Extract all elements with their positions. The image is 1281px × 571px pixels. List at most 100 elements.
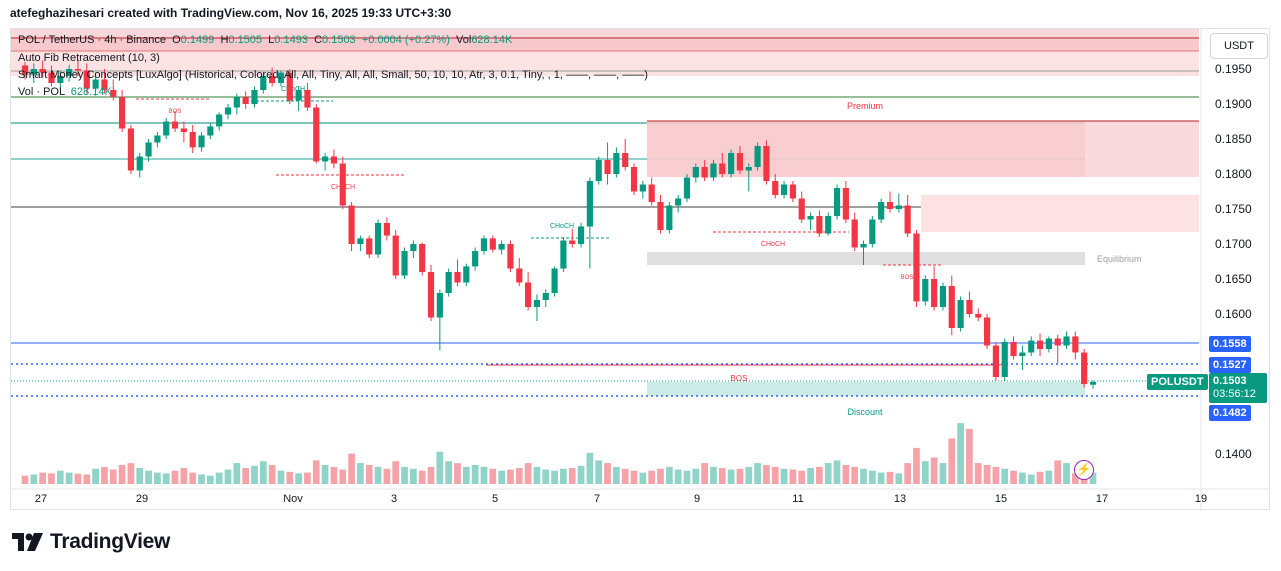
candle-body[interactable] bbox=[498, 244, 505, 250]
candle-body[interactable] bbox=[216, 114, 223, 127]
candle-body[interactable] bbox=[542, 293, 549, 300]
candle-body[interactable] bbox=[127, 128, 135, 171]
candle-body[interactable] bbox=[304, 90, 311, 108]
candle-body[interactable] bbox=[975, 314, 982, 318]
candle-body[interactable] bbox=[269, 76, 276, 83]
candle-body[interactable] bbox=[436, 293, 443, 318]
candle-body[interactable] bbox=[895, 205, 902, 210]
candle-body[interactable] bbox=[675, 198, 682, 206]
candle-body[interactable] bbox=[1054, 338, 1061, 346]
candle-body[interactable] bbox=[83, 70, 90, 89]
candle-body[interactable] bbox=[683, 177, 691, 199]
candle-body[interactable] bbox=[807, 216, 814, 220]
candle-body[interactable] bbox=[816, 216, 823, 234]
candle-body[interactable] bbox=[692, 167, 699, 178]
candle-body[interactable] bbox=[410, 244, 417, 251]
candle-body[interactable] bbox=[939, 286, 947, 307]
candle-body[interactable] bbox=[136, 156, 143, 171]
candle-body[interactable] bbox=[1063, 336, 1070, 346]
candle-body[interactable] bbox=[622, 153, 629, 167]
candle-body[interactable] bbox=[277, 72, 285, 84]
candle-body[interactable] bbox=[1045, 338, 1052, 350]
candle-body[interactable] bbox=[1081, 352, 1088, 385]
candle-body[interactable] bbox=[30, 69, 37, 75]
candle-body[interactable] bbox=[525, 282, 532, 308]
candle-body[interactable] bbox=[242, 97, 249, 104]
candle-body[interactable] bbox=[931, 279, 938, 307]
candle-body[interactable] bbox=[736, 153, 744, 171]
candle-body[interactable] bbox=[480, 238, 488, 251]
candle-body[interactable] bbox=[463, 266, 470, 283]
price-chart[interactable]: Premium Equilibrium Discount CHoCH CHoCH CHoC… bbox=[11, 29, 1271, 511]
candle-body[interactable] bbox=[454, 272, 461, 283]
candle-body[interactable] bbox=[39, 69, 46, 73]
candle-body[interactable] bbox=[992, 345, 999, 378]
candle-body[interactable] bbox=[922, 279, 929, 302]
candle-body[interactable] bbox=[886, 202, 894, 209]
candle-body[interactable] bbox=[913, 233, 920, 302]
candle-body[interactable] bbox=[339, 163, 346, 206]
candle-body[interactable] bbox=[1036, 340, 1044, 349]
legend-volume-indicator[interactable]: Vol · POL 628.14K bbox=[18, 86, 112, 98]
candle-body[interactable] bbox=[163, 121, 170, 136]
candle-body[interactable] bbox=[789, 184, 796, 199]
candle-body[interactable] bbox=[357, 238, 364, 244]
candle-body[interactable] bbox=[1001, 342, 1008, 377]
candle-body[interactable] bbox=[101, 79, 108, 91]
candle-body[interactable] bbox=[189, 132, 196, 148]
candle-body[interactable] bbox=[74, 69, 82, 71]
candle-body[interactable] bbox=[419, 244, 426, 272]
candle-body[interactable] bbox=[295, 90, 302, 101]
candle-body[interactable] bbox=[145, 142, 152, 157]
candle-body[interactable] bbox=[171, 121, 179, 129]
candle-body[interactable] bbox=[657, 202, 664, 230]
candle-body[interactable] bbox=[313, 107, 320, 162]
candle-body[interactable] bbox=[710, 163, 717, 178]
candle-body[interactable] bbox=[507, 244, 514, 269]
candle-body[interactable] bbox=[366, 238, 373, 255]
candle-body[interactable] bbox=[66, 69, 73, 76]
candle-body[interactable] bbox=[666, 205, 673, 231]
candle-body[interactable] bbox=[1072, 336, 1079, 353]
candle-body[interactable] bbox=[833, 188, 841, 216]
lightning-icon[interactable]: ⚡ bbox=[1074, 460, 1094, 480]
candle-body[interactable] bbox=[745, 167, 752, 171]
candle-body[interactable] bbox=[551, 268, 558, 294]
chart-frame[interactable]: Premium Equilibrium Discount CHoCH CHoCH CHoC… bbox=[10, 28, 1271, 511]
candle-body[interactable] bbox=[772, 181, 779, 195]
candle-body[interactable] bbox=[639, 184, 646, 192]
legend-symbol[interactable]: POL / TetherUS · 4h · Binance bbox=[18, 34, 166, 46]
candle-body[interactable] bbox=[1089, 381, 1097, 385]
candle-body[interactable] bbox=[586, 181, 593, 227]
candle-body[interactable] bbox=[286, 72, 293, 101]
candle-body[interactable] bbox=[330, 156, 338, 164]
candle-body[interactable] bbox=[374, 223, 382, 255]
candle-body[interactable] bbox=[904, 205, 911, 234]
candle-body[interactable] bbox=[754, 146, 761, 167]
candle-body[interactable] bbox=[604, 160, 611, 174]
candle-body[interactable] bbox=[119, 97, 126, 129]
candle-body[interactable] bbox=[322, 156, 329, 162]
candle-body[interactable] bbox=[842, 188, 849, 220]
candle-body[interactable] bbox=[825, 216, 832, 234]
candle-body[interactable] bbox=[719, 163, 726, 175]
candle-body[interactable] bbox=[392, 235, 399, 276]
candle-body[interactable] bbox=[1019, 352, 1026, 357]
candle-body[interactable] bbox=[21, 65, 29, 75]
candle-body[interactable] bbox=[948, 286, 955, 328]
candle-body[interactable] bbox=[763, 146, 770, 181]
candle-body[interactable] bbox=[57, 76, 64, 83]
candle-body[interactable] bbox=[728, 153, 735, 174]
candle-body[interactable] bbox=[224, 107, 232, 115]
candle-body[interactable] bbox=[983, 317, 991, 346]
candle-body[interactable] bbox=[516, 268, 523, 283]
candle-body[interactable] bbox=[427, 272, 435, 318]
currency-button[interactable]: USDT bbox=[1210, 33, 1268, 59]
candle-body[interactable] bbox=[569, 240, 576, 245]
candle-body[interactable] bbox=[260, 76, 267, 90]
candle-body[interactable] bbox=[92, 79, 99, 89]
legend-symbol-row[interactable]: POL / TetherUS · 4h · Binance O0.1499 H0… bbox=[18, 34, 512, 46]
legend-smc-indicator[interactable]: Smart Money Concepts [LuxAlgo] (Historic… bbox=[18, 69, 648, 81]
candle-body[interactable] bbox=[613, 153, 620, 174]
candle-body[interactable] bbox=[533, 300, 541, 307]
